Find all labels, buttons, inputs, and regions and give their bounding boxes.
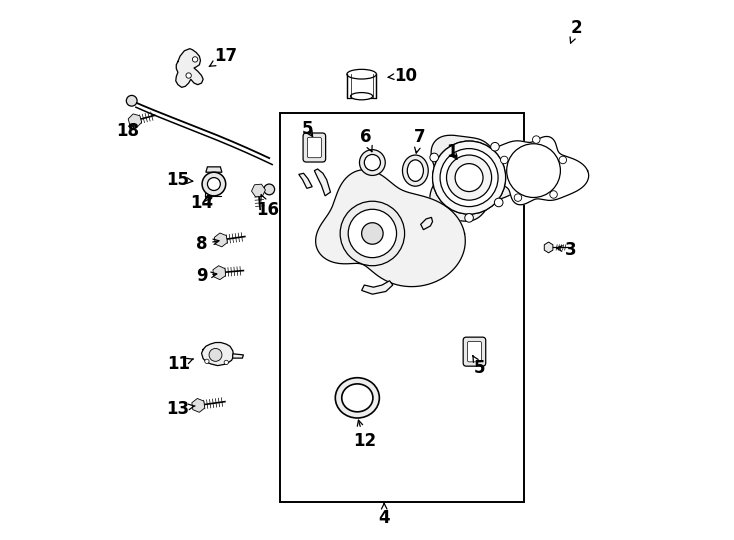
Circle shape [192,57,197,62]
Ellipse shape [407,160,424,181]
Ellipse shape [360,150,385,176]
Polygon shape [128,114,142,127]
FancyBboxPatch shape [308,137,321,158]
Circle shape [455,164,483,192]
Text: 11: 11 [167,355,193,373]
FancyBboxPatch shape [303,133,326,162]
Text: 18: 18 [117,123,139,140]
FancyBboxPatch shape [468,341,482,362]
Circle shape [506,144,560,198]
Circle shape [490,143,499,151]
Bar [347,74,377,98]
Polygon shape [252,184,266,197]
Circle shape [208,178,220,191]
Circle shape [559,156,567,164]
Circle shape [432,141,506,214]
Circle shape [465,214,473,222]
Polygon shape [314,169,330,196]
Circle shape [340,201,404,266]
Polygon shape [421,218,432,230]
Polygon shape [233,354,244,358]
Circle shape [446,155,492,200]
Ellipse shape [335,377,379,418]
Text: 17: 17 [209,47,238,66]
Circle shape [186,73,192,78]
Text: 9: 9 [196,267,217,286]
Text: 12: 12 [353,420,376,450]
Text: 13: 13 [167,400,195,417]
Polygon shape [430,135,520,221]
Polygon shape [299,173,312,188]
Text: 3: 3 [556,241,577,259]
Circle shape [348,210,396,258]
Circle shape [126,96,137,106]
Polygon shape [214,233,228,247]
Polygon shape [192,399,205,413]
Text: 15: 15 [167,171,193,189]
Circle shape [455,164,483,192]
Text: 16: 16 [256,195,279,219]
Polygon shape [545,242,553,253]
Text: 6: 6 [360,128,372,152]
Ellipse shape [342,384,373,412]
Circle shape [209,348,222,361]
Bar [280,113,524,502]
Polygon shape [175,49,203,87]
Text: 4: 4 [379,503,390,527]
Text: 10: 10 [388,66,417,85]
Circle shape [205,359,209,363]
Circle shape [440,148,498,207]
Circle shape [495,198,503,207]
Circle shape [264,184,275,195]
FancyBboxPatch shape [463,337,486,366]
Polygon shape [213,266,225,280]
Ellipse shape [402,155,428,186]
Text: 8: 8 [196,235,219,253]
Circle shape [515,194,522,201]
Circle shape [362,222,383,244]
Circle shape [446,155,492,200]
Text: 5: 5 [473,356,486,377]
Ellipse shape [351,92,373,100]
Circle shape [224,360,228,364]
Text: 2: 2 [570,19,582,43]
Circle shape [532,136,540,143]
Polygon shape [479,137,589,205]
Circle shape [430,153,438,162]
Circle shape [550,191,557,198]
Circle shape [440,148,498,207]
Text: 14: 14 [190,194,213,212]
Polygon shape [202,342,233,366]
Circle shape [432,141,506,214]
Polygon shape [362,281,393,294]
Circle shape [202,172,226,196]
Polygon shape [206,167,222,172]
Polygon shape [316,170,465,287]
Text: 1: 1 [446,143,457,161]
Circle shape [501,156,508,164]
Ellipse shape [364,154,380,171]
Text: 7: 7 [414,128,426,153]
Ellipse shape [347,69,377,79]
Text: 5: 5 [302,120,313,138]
